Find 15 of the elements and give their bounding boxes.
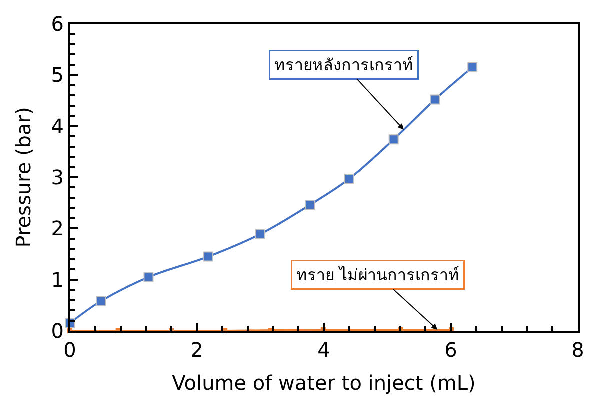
x-tick-label: 6 bbox=[444, 338, 458, 362]
annotation: ทราย ไม่ผ่านการเกราท์ bbox=[296, 266, 460, 284]
y-tick-label: 2 bbox=[51, 216, 64, 241]
y-tick-label: 0 bbox=[51, 319, 64, 343]
x-tick-label: 4 bbox=[318, 338, 330, 362]
y-tick-label: 5 bbox=[51, 63, 64, 88]
y-tick-label: 3 bbox=[51, 166, 64, 190]
annotation: ทรายหลังการเกราท์ bbox=[274, 56, 414, 74]
x-axis-title: Volume of water to inject (mL) bbox=[172, 371, 476, 395]
y-tick-label: 1 bbox=[51, 268, 64, 292]
y-tick-label: 4 bbox=[51, 114, 64, 138]
x-tick-label: 8 bbox=[572, 338, 584, 362]
x-tick-label: 2 bbox=[190, 338, 204, 362]
y-axis-title: Pressure (bar) bbox=[11, 107, 36, 248]
y-tick-label: 6 bbox=[51, 12, 64, 36]
